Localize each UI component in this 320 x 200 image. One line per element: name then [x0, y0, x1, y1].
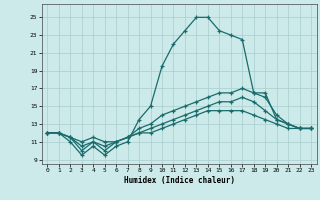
X-axis label: Humidex (Indice chaleur): Humidex (Indice chaleur)	[124, 176, 235, 185]
